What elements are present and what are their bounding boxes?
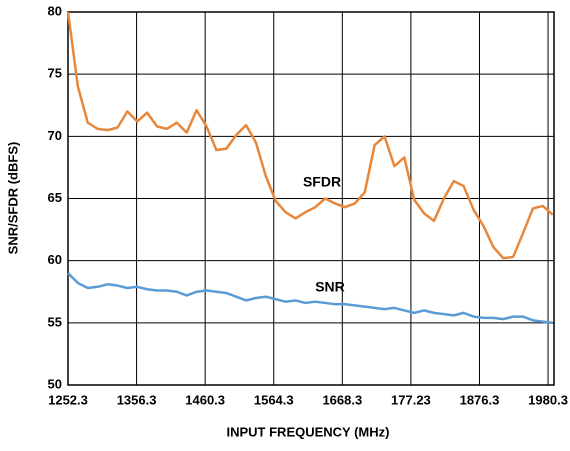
x-tick-label: 1564.3 bbox=[254, 392, 294, 407]
y-tick-label: 65 bbox=[48, 190, 62, 205]
x-tick-label: 1356.3 bbox=[117, 392, 157, 407]
x-tick-label: 177.23 bbox=[391, 392, 431, 407]
x-tick-label: 1460.3 bbox=[185, 392, 225, 407]
line-series bbox=[67, 272, 553, 325]
x-axis-label: INPUT FREQUENCY (MHz) bbox=[227, 424, 390, 439]
series-label: SFDR bbox=[303, 174, 341, 190]
series-label: SNR bbox=[315, 279, 345, 295]
y-tick-label: 50 bbox=[48, 376, 62, 391]
x-tick-label: 1980.3 bbox=[528, 392, 568, 407]
x-tick-label: 1668.3 bbox=[322, 392, 362, 407]
y-tick-label: 75 bbox=[48, 66, 62, 81]
y-tick-label: 80 bbox=[48, 3, 62, 18]
y-tick-label: 70 bbox=[48, 128, 62, 143]
y-tick-label: 55 bbox=[48, 314, 62, 329]
line-series bbox=[66, 11, 554, 260]
x-tick-label: 1252.3 bbox=[48, 392, 88, 407]
x-tick-label: 1876.3 bbox=[460, 392, 500, 407]
y-tick-label: 60 bbox=[48, 252, 62, 267]
y-axis-label: SNR/SFDR (dBFS) bbox=[5, 142, 20, 255]
plot-frame bbox=[67, 11, 555, 386]
